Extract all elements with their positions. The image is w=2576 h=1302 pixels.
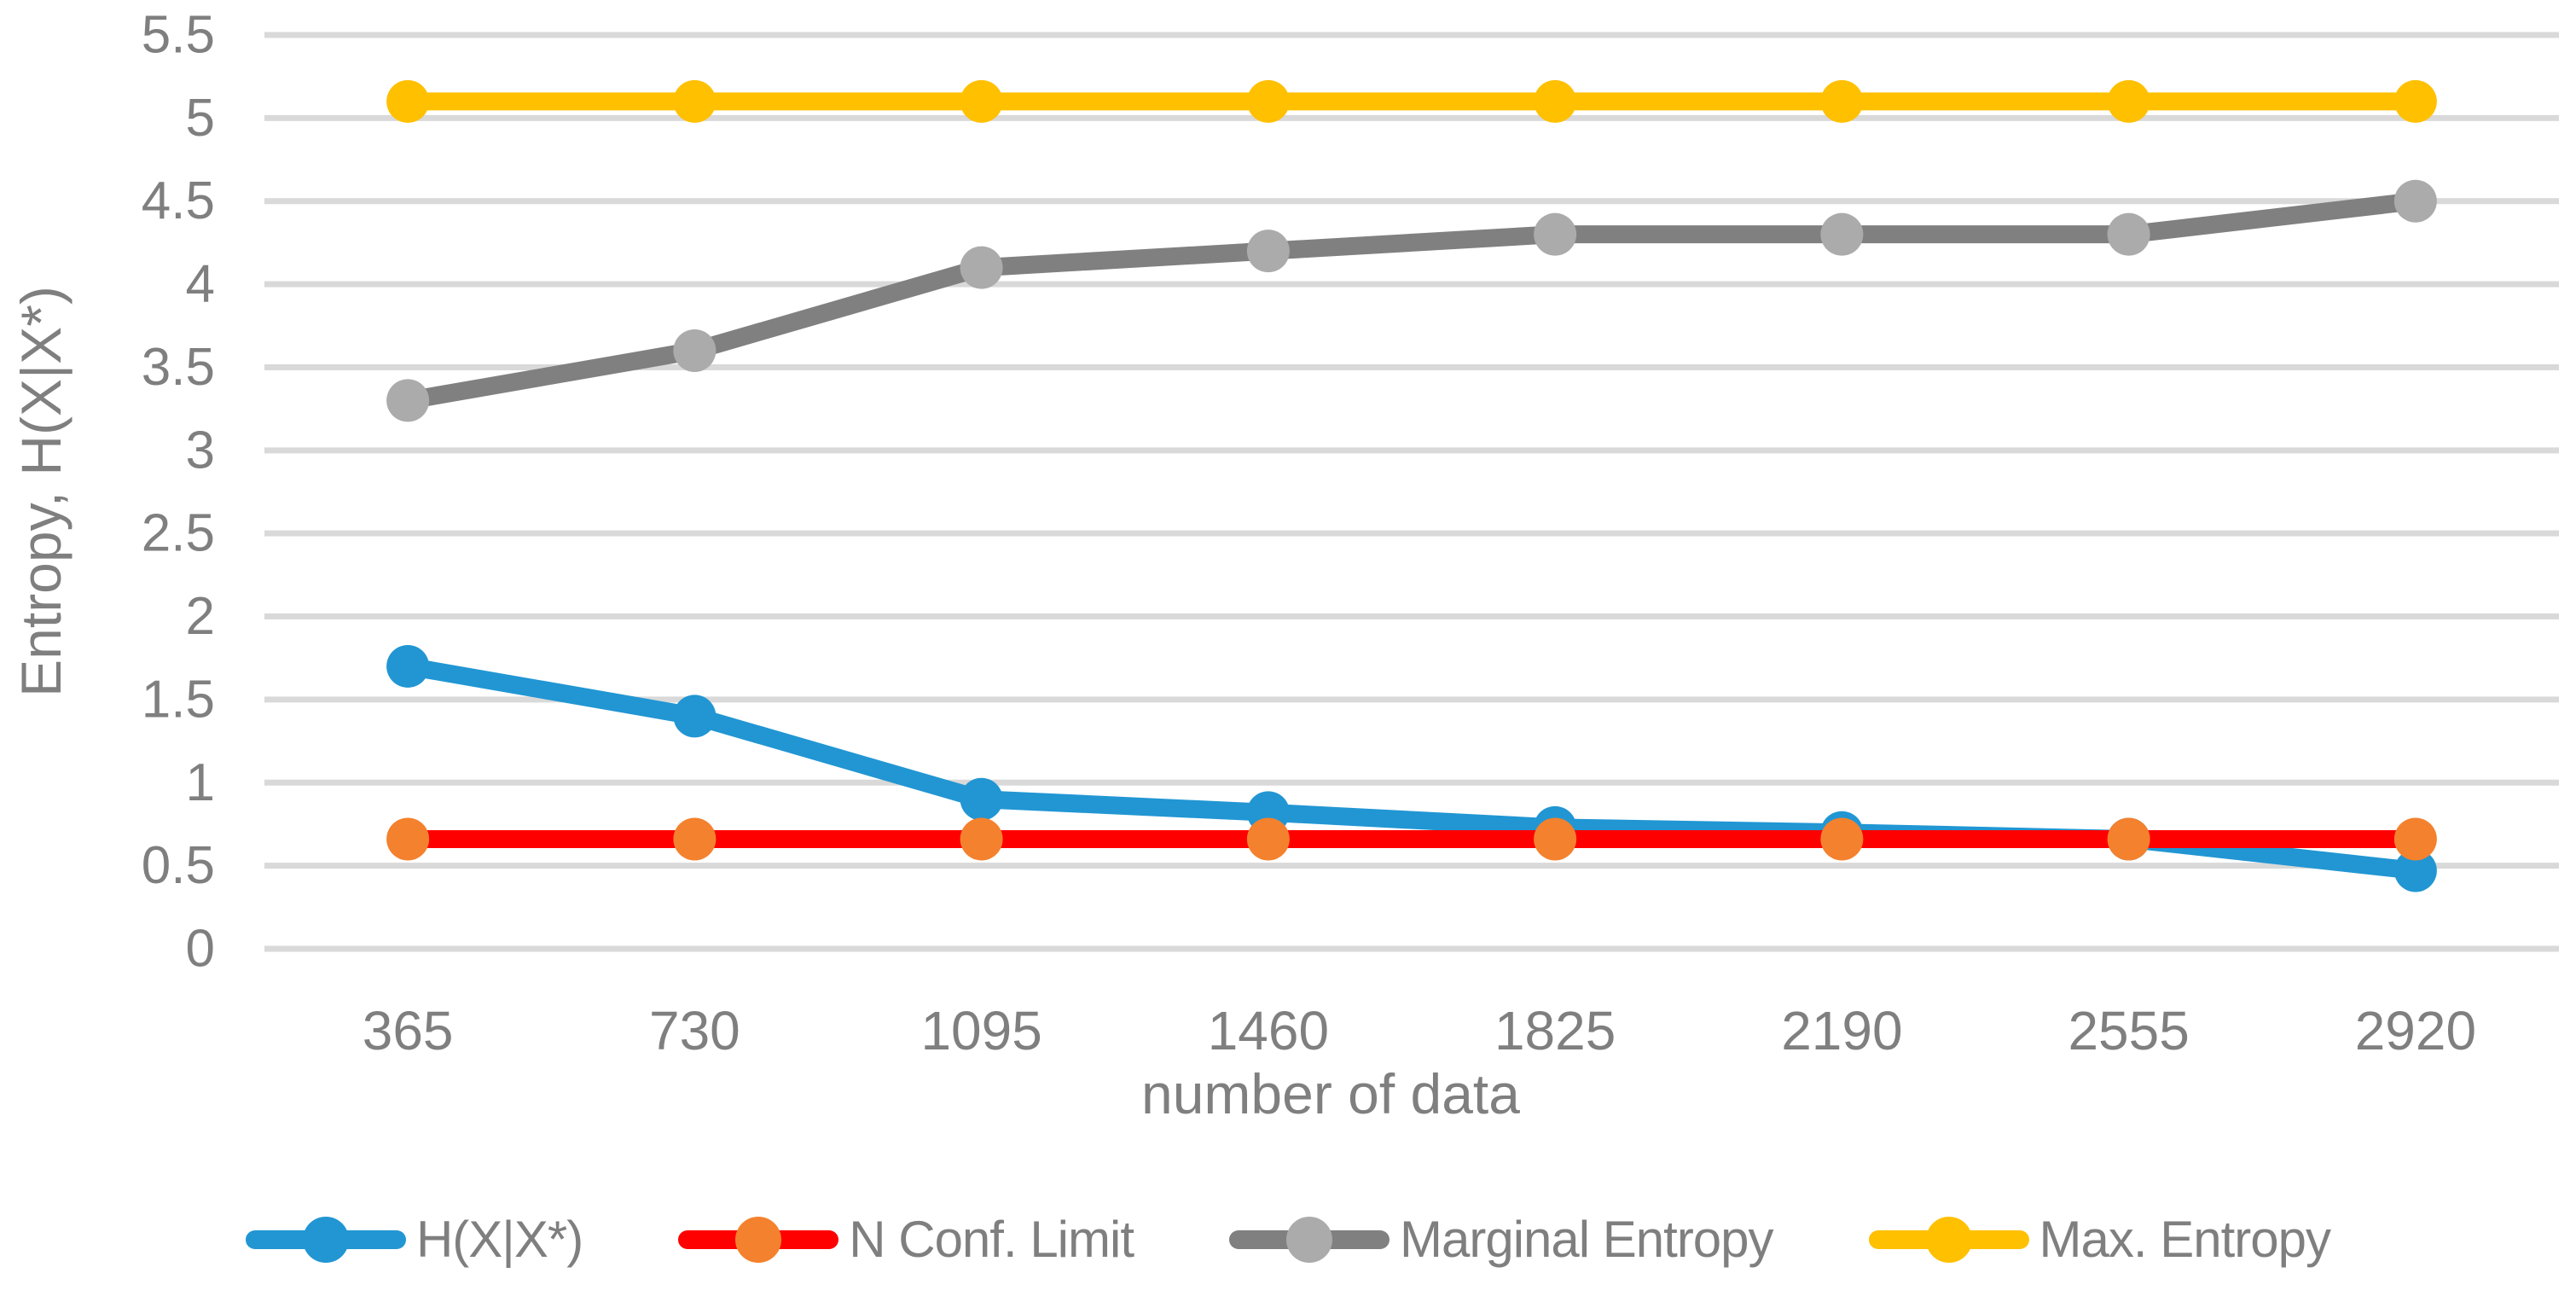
y-tick-label: 5.5 [142,6,215,65]
data-point-marginal-entropy-1460 [1246,230,1290,273]
data-point-n-conf-limit-2190 [1820,817,1864,861]
data-point-marginal-entropy-2555 [2107,212,2150,256]
legend-item-n-conf-limit: N Conf. Limit [678,1210,1134,1269]
series-layer [386,79,2437,892]
legend-item-max-entropy: Max. Entropy [1868,1210,2331,1269]
data-point-n-conf-limit-1825 [1534,817,1577,861]
data-point-max-entropy-1825 [1534,79,1577,123]
x-tick-label: 2555 [2068,1000,2189,1061]
data-point-h-x-x-730 [673,695,717,738]
data-point-marginal-entropy-2190 [1820,212,1864,256]
data-point-max-entropy-1095 [960,79,1003,123]
x-tick-label: 365 [363,1000,454,1061]
data-point-n-conf-limit-2920 [2393,817,2437,861]
data-point-n-conf-limit-1460 [1246,817,1290,861]
x-tick-label: 1095 [920,1000,1041,1061]
series-max-entropy [386,79,2437,123]
y-tick-label: 3.5 [142,338,215,397]
data-point-n-conf-limit-730 [673,817,717,861]
y-tick-label: 1.5 [142,670,215,729]
data-point-h-x-x-2920 [2393,849,2437,892]
legend-marker-max-entropy [1868,1215,2029,1264]
data-point-marginal-entropy-730 [673,328,717,372]
data-point-n-conf-limit-1095 [960,817,1003,861]
x-tick-label: 1460 [1208,1000,1329,1061]
legend-marker-marginal-entropy [1229,1215,1390,1264]
data-point-n-conf-limit-365 [386,817,430,861]
y-tick-label: 2.5 [142,504,215,563]
x-axis-title: number of data [1141,1062,1520,1125]
legend-dot-swatch [1925,1216,1972,1263]
data-point-n-conf-limit-2555 [2107,817,2150,861]
gridlines [264,32,2559,952]
legend-item-h-x-x: H(X|X*) [245,1210,583,1269]
x-tick-label: 2190 [1781,1000,1902,1061]
legend-dot-swatch [302,1216,349,1263]
legend-marker-n-conf-limit [678,1215,839,1264]
legend-item-marginal-entropy: Marginal Entropy [1229,1210,1774,1269]
y-tick-label: 2 [186,587,215,646]
legend-label-h-x-x: H(X|X*) [415,1211,583,1268]
y-tick-label: 0 [186,920,215,979]
data-point-max-entropy-2555 [2107,79,2150,123]
legend: H(X|X*) N Conf. Limit Marginal Entropy Max.… [0,1210,2576,1269]
x-axis-tick-labels: 365 730 1095 1460 1825 2190 2555 2920 [363,1000,2476,1061]
y-tick-label: 0.5 [142,836,215,895]
data-point-h-x-x-1095 [960,777,1003,821]
data-point-max-entropy-2920 [2393,79,2437,123]
data-point-max-entropy-365 [386,79,430,123]
legend-dot-swatch [1286,1216,1332,1263]
data-point-marginal-entropy-1095 [960,246,1003,289]
y-tick-label: 4.5 [142,171,215,230]
x-tick-label: 2920 [2355,1000,2476,1061]
data-point-max-entropy-730 [673,79,717,123]
y-axis-tick-labels: 0 0.5 1 1.5 2 2.5 3 3.5 4 4.5 5 5.5 [142,6,215,979]
legend-dot-swatch [735,1216,782,1263]
y-axis-title: Entropy, H(X|X*) [9,286,73,697]
y-tick-label: 1 [186,753,215,812]
legend-label-n-conf-limit: N Conf. Limit [849,1211,1134,1268]
series-n-conf-limit [386,817,2437,861]
y-tick-label: 5 [186,89,215,148]
data-point-marginal-entropy-1825 [1534,212,1577,256]
plot-area: 0 0.5 1 1.5 2 2.5 3 3.5 4 4.5 5 5.5 365 730 1095 1460 1… [9,6,2559,1125]
data-point-max-entropy-2190 [1820,79,1864,123]
data-point-h-x-x-365 [386,644,430,688]
series-marginal-entropy [386,179,2437,422]
data-point-marginal-entropy-2920 [2393,179,2437,223]
series-line-marginal-entropy [398,192,2425,410]
y-tick-label: 3 [186,421,215,480]
x-tick-label: 1825 [1494,1000,1616,1061]
legend-label-max-entropy: Max. Entropy [2039,1211,2331,1268]
y-tick-label: 4 [186,255,215,314]
x-tick-label: 730 [649,1000,740,1061]
data-point-marginal-entropy-365 [386,379,430,422]
legend-marker-h-x-x [245,1215,406,1264]
legend-label-marginal-entropy: Marginal Entropy [1400,1211,1774,1268]
data-point-max-entropy-1460 [1246,79,1290,123]
